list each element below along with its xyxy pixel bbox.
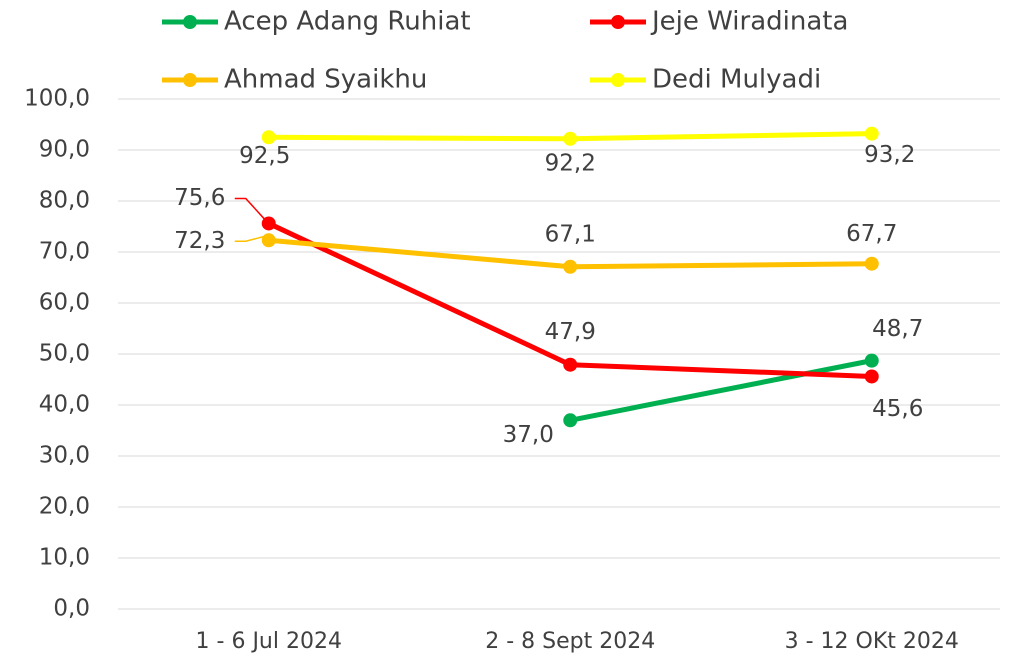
point <box>563 357 578 372</box>
legend-marker <box>611 15 625 29</box>
y-tick-label: 40,0 <box>39 392 90 418</box>
data-label: 92,5 <box>239 143 290 169</box>
legend-label: Ahmad Syaikhu <box>224 65 427 95</box>
leader-line <box>234 235 265 243</box>
y-tick-label: 30,0 <box>39 443 90 469</box>
y-tick-label: 0,0 <box>53 596 90 622</box>
data-label: 45,6 <box>872 396 923 422</box>
x-tick-label: 3 - 12 OKt 2024 <box>785 629 959 654</box>
data-label: 47,9 <box>545 319 596 345</box>
y-tick-label: 10,0 <box>39 545 90 571</box>
point <box>261 216 276 231</box>
y-tick-label: 60,0 <box>39 290 90 316</box>
x-tick-label: 1 - 6 Jul 2024 <box>196 629 342 654</box>
legend-marker <box>183 73 197 87</box>
point <box>563 413 578 428</box>
x-tick-label: 2 - 8 Sept 2024 <box>485 629 655 654</box>
data-label: 92,2 <box>545 150 596 176</box>
point <box>864 126 879 141</box>
data-label: 75,6 <box>174 185 225 211</box>
data-label: 93,2 <box>864 142 915 168</box>
y-tick-label: 80,0 <box>39 188 90 214</box>
legend-marker <box>611 73 625 87</box>
point <box>864 369 879 384</box>
data-label: 67,7 <box>846 221 897 247</box>
legend-label: Jeje Wiradinata <box>650 7 848 37</box>
data-label: 37,0 <box>503 422 554 448</box>
point <box>864 353 879 368</box>
data-label: 72,3 <box>174 228 225 254</box>
point <box>563 131 578 146</box>
point <box>261 130 276 145</box>
legend-marker <box>183 15 197 29</box>
y-tick-label: 50,0 <box>39 341 90 367</box>
y-tick-label: 90,0 <box>39 137 90 163</box>
point <box>563 259 578 274</box>
data-label: 48,7 <box>872 316 923 342</box>
leader-line <box>234 197 266 220</box>
y-tick-label: 100,0 <box>24 86 90 112</box>
series-line <box>569 358 873 423</box>
y-tick-label: 70,0 <box>39 239 90 265</box>
legend-label: Dedi Mulyadi <box>652 65 821 95</box>
point <box>864 256 879 271</box>
data-label: 67,1 <box>545 221 596 247</box>
legend-label: Acep Adang Ruhiat <box>224 7 471 37</box>
y-tick-label: 20,0 <box>39 494 90 520</box>
point <box>261 233 276 248</box>
